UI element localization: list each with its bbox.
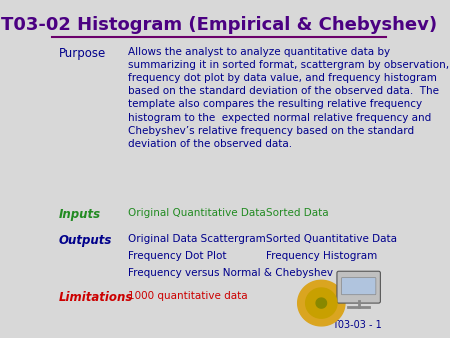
Text: Sorted Quantitative Data: Sorted Quantitative Data	[266, 234, 397, 244]
Text: Outputs: Outputs	[59, 234, 112, 247]
Text: Purpose: Purpose	[59, 47, 106, 59]
Text: Inputs: Inputs	[59, 208, 101, 221]
Polygon shape	[298, 280, 345, 326]
Text: T03-02 Histogram (Empirical & Chebyshev): T03-02 Histogram (Empirical & Chebyshev)	[1, 17, 437, 34]
FancyBboxPatch shape	[342, 277, 376, 295]
Text: T03-03 - 1: T03-03 - 1	[333, 320, 382, 330]
Text: Limitations: Limitations	[59, 291, 133, 304]
FancyBboxPatch shape	[337, 271, 380, 303]
Text: Original Data Scattergram: Original Data Scattergram	[128, 234, 266, 244]
Polygon shape	[316, 298, 327, 308]
Text: Original Quantitative Data: Original Quantitative Data	[128, 208, 266, 218]
Text: Frequency Dot Plot: Frequency Dot Plot	[128, 251, 227, 261]
Text: Frequency Histogram: Frequency Histogram	[266, 251, 377, 261]
Text: 1000 quantitative data: 1000 quantitative data	[128, 291, 248, 301]
Text: Sorted Data: Sorted Data	[266, 208, 328, 218]
Text: Allows the analyst to analyze quantitative data by
summarizing it in sorted form: Allows the analyst to analyze quantitati…	[128, 47, 450, 149]
Polygon shape	[306, 288, 337, 318]
Text: Frequency versus Normal & Chebyshev: Frequency versus Normal & Chebyshev	[128, 268, 333, 278]
